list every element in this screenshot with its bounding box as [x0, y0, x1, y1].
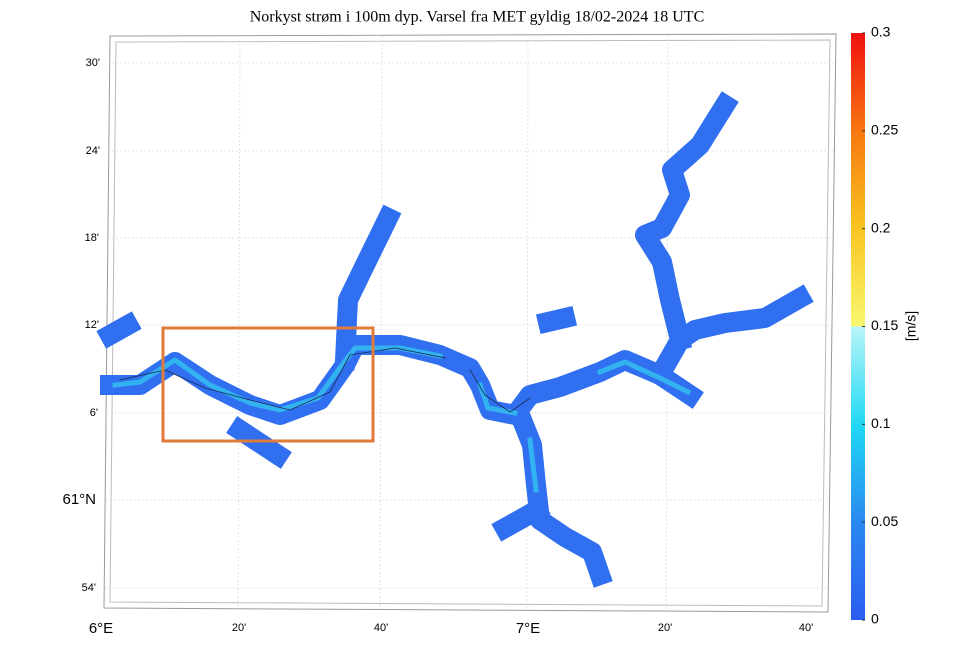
colorbar-ticks: 0 0.05 0.1 0.15 0.2 0.25 0.3	[862, 24, 898, 627]
lon-label: 20'	[658, 622, 672, 634]
title: Norkyst strøm i 100m dyp. Varsel fra MET…	[250, 9, 705, 26]
lon-label: 6°E	[89, 620, 113, 637]
lat-label: 54'	[82, 582, 96, 594]
lon-label: 40'	[374, 622, 388, 634]
lat-label: 18'	[85, 232, 99, 244]
lon-label: 40'	[799, 622, 813, 634]
colorbar-tick-label: 0	[871, 611, 879, 627]
fjord-currents	[96, 91, 814, 588]
lat-label: 12'	[85, 319, 99, 331]
lat-label: 61°N	[62, 491, 96, 508]
colorbar-tick-label: 0.1	[871, 415, 891, 431]
lon-label: 20'	[232, 622, 246, 634]
lat-label: 30'	[86, 57, 100, 69]
lon-label: 7°E	[516, 620, 540, 637]
highlight-box	[161, 326, 375, 443]
colorbar-unit: [m/s]	[903, 311, 919, 341]
lat-label: 24'	[86, 145, 100, 157]
longitude-labels: 6°E 20' 40' 7°E 20' 40'	[89, 620, 813, 637]
colorbar-tick-label: 0.2	[871, 219, 891, 235]
colorbar-tick-label: 0.15	[871, 317, 898, 333]
latitude-labels: 30' 24' 18' 12' 6' 61°N 54'	[62, 57, 100, 594]
colorbar-tick-label: 0.05	[871, 513, 898, 529]
colorbar-tick-label: 0.3	[871, 24, 891, 40]
colorbar-tick-label: 0.25	[871, 122, 898, 138]
colorbar	[851, 33, 865, 620]
lat-label: 6'	[90, 407, 98, 419]
